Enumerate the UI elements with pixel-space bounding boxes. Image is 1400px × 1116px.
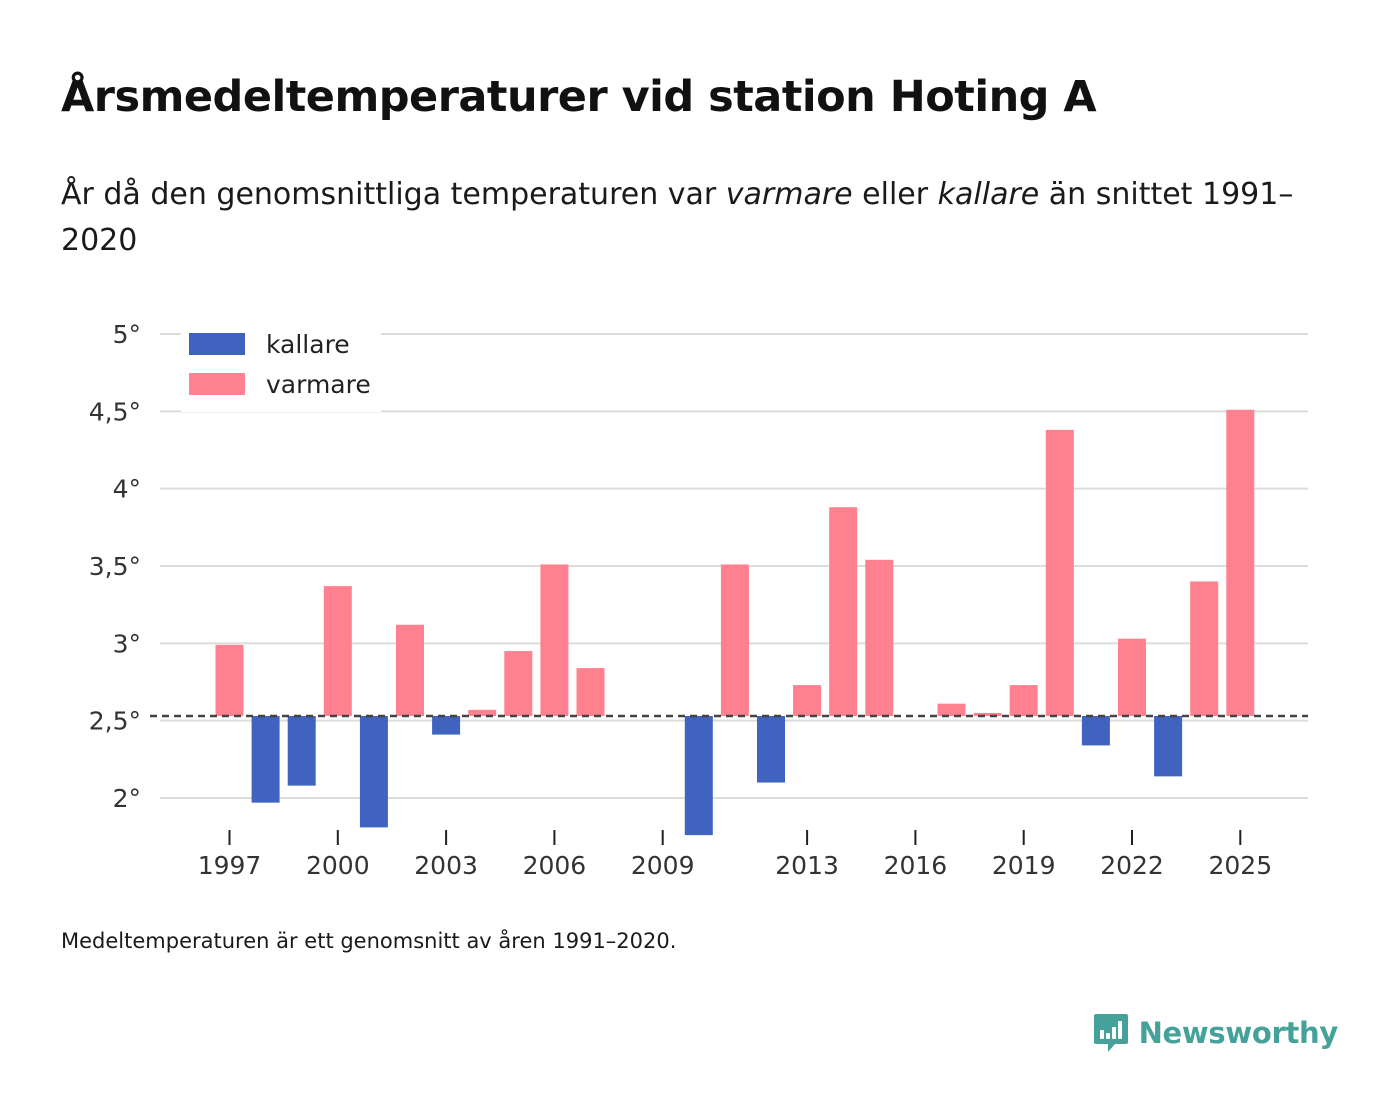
bar-2001 [359,716,388,828]
bars-layer [215,409,1255,836]
y-axis: 2° 2,5° 3° 3,5° 4° 4,5° 5° [89,320,141,813]
y-tick-label: 2,5° [89,707,141,736]
bar-1998 [251,716,280,803]
bar-2019 [1009,685,1038,717]
subtitle-warm-word: varmare [725,177,853,212]
bar-2025 [1226,409,1255,717]
chart-subtitle: År då den genomsnittliga temperaturen va… [61,172,1301,264]
bar-2017 [937,703,966,717]
x-tick-label: 2019 [992,851,1056,880]
x-tick-label: 2022 [1100,851,1164,880]
x-axis: 1997 2000 2003 2006 2009 2013 2016 2019 2022 2025 [198,830,1272,880]
footnote: Medeltemperaturen är ett genomsnitt av å… [61,929,677,953]
bar-2024 [1190,581,1219,717]
bar-2023 [1154,716,1183,777]
bar-2000 [323,586,352,717]
y-tick-label: 4° [113,475,141,504]
legend: kallare varmare [181,328,381,412]
x-tick-label: 2009 [631,851,695,880]
newsworthy-logo-icon [1093,1014,1128,1052]
x-tick-label: 2003 [414,851,478,880]
bar-2011 [720,564,749,717]
bar-2018 [973,712,1002,717]
subtitle-cold-word: kallare [937,177,1040,212]
legend-swatch-cold [189,333,245,355]
bar-2004 [468,709,497,717]
chart-title: Årsmedeltemperaturer vid station Hoting … [61,72,1097,122]
brand-logo: Newsworthy [1093,1012,1338,1054]
x-tick-label: 2016 [884,851,948,880]
bar-2002 [396,624,424,717]
brand-name: Newsworthy [1138,1016,1339,1050]
bar-2020 [1045,429,1074,717]
x-tick-label: 2013 [775,851,839,880]
y-tick-label: 3° [113,629,141,658]
bar-2010 [684,716,713,836]
bar-2014 [829,507,858,717]
bar-2022 [1118,638,1146,717]
bar-2012 [757,716,785,783]
y-tick-label: 2° [113,784,141,813]
subtitle-text-1: År då den genomsnittliga temperaturen va… [61,177,726,212]
legend-label-warm: varmare [266,370,371,399]
subtitle-text-2: eller [852,177,938,212]
bar-chart: 2° 2,5° 3° 3,5° 4° 4,5° 5° 1997 2000 2003 2006 200… [89,320,1308,880]
bar-2005 [504,651,533,717]
y-tick-label: 3,5° [89,552,141,581]
bar-2013 [793,685,822,717]
subtitle-text-3: än snittet 1991–2020 [61,177,1294,258]
x-tick-label: 2025 [1208,851,1272,880]
bar-2007 [576,668,605,717]
bar-2006 [540,564,569,717]
x-tick-label: 1997 [198,851,262,880]
y-tick-label: 5° [113,320,141,349]
y-tick-label: 4,5° [89,397,141,426]
bar-1999 [287,716,316,786]
bar-2021 [1081,716,1110,746]
legend-label-cold: kallare [266,330,350,359]
x-tick-label: 2000 [306,851,370,880]
bar-2015 [865,559,894,717]
legend-swatch-warm [189,373,245,395]
bar-1997 [215,644,244,717]
bar-2003 [432,716,461,735]
x-tick-label: 2006 [523,851,587,880]
